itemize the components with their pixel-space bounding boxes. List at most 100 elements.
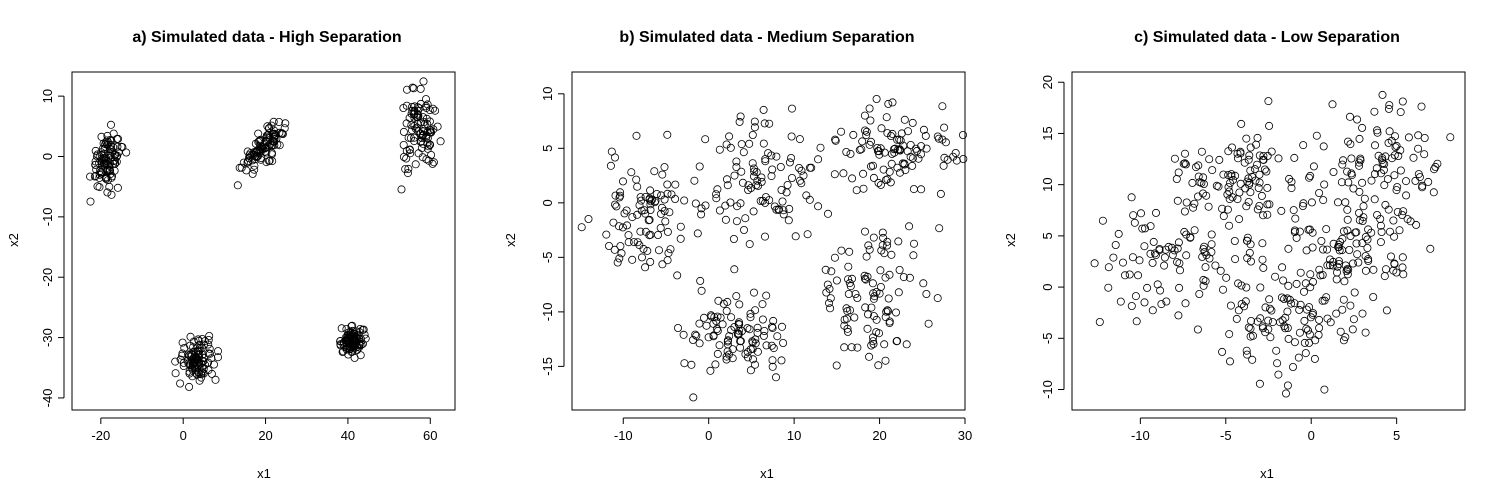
panel-b-y-label: x2: [503, 233, 518, 247]
data-point: [404, 133, 413, 142]
y-tick-label: 5: [540, 145, 555, 152]
data-point: [1190, 199, 1199, 208]
panel-a-title: a) Simulated data - High Separation: [132, 29, 401, 46]
y-tick-label: 20: [1040, 75, 1055, 89]
data-point: [852, 186, 861, 195]
data-point: [734, 329, 743, 338]
data-point: [1398, 263, 1407, 272]
data-point: [360, 330, 369, 339]
data-point: [776, 162, 785, 171]
data-point: [711, 360, 720, 369]
data-point: [782, 188, 791, 197]
data-point: [887, 250, 896, 259]
data-point: [416, 137, 425, 146]
data-point: [882, 175, 891, 184]
data-point: [892, 308, 901, 317]
data-point: [901, 166, 910, 175]
data-point: [1361, 252, 1370, 261]
data-point: [205, 331, 214, 340]
data-point: [1358, 123, 1367, 132]
data-point: [342, 345, 351, 354]
data-point: [1315, 323, 1324, 332]
data-point: [862, 252, 871, 261]
data-point: [1307, 198, 1316, 207]
data-point: [1312, 131, 1321, 140]
data-point: [749, 164, 758, 173]
data-point: [1315, 265, 1324, 274]
data-point: [862, 127, 871, 136]
data-point: [865, 352, 874, 361]
data-point: [865, 245, 874, 254]
data-point: [397, 185, 406, 194]
data-point: [345, 345, 354, 354]
data-point: [1259, 155, 1268, 164]
data-point: [830, 170, 839, 179]
data-point: [837, 127, 846, 136]
data-point: [348, 337, 357, 346]
panel-a: a) Simulated data - High Separation -20 0…: [6, 29, 456, 481]
data-point: [797, 166, 806, 175]
data-point: [924, 319, 933, 328]
data-point: [602, 230, 611, 239]
y-tick-label: 5: [1040, 232, 1055, 239]
data-point: [416, 99, 425, 108]
data-point: [881, 273, 890, 282]
data-point: [1284, 334, 1293, 343]
data-point: [406, 149, 415, 158]
data-point: [846, 282, 855, 291]
data-point: [1180, 159, 1189, 168]
data-point: [908, 118, 917, 127]
data-point: [702, 321, 711, 330]
data-point: [1295, 328, 1304, 337]
data-point: [1299, 199, 1308, 208]
data-point: [858, 137, 867, 146]
data-point: [1382, 306, 1391, 315]
data-point: [197, 367, 206, 376]
data-point: [721, 215, 730, 224]
data-point: [749, 355, 758, 364]
data-point: [723, 340, 732, 349]
data-point: [765, 119, 774, 128]
data-point: [751, 339, 760, 348]
data-point: [1245, 248, 1254, 257]
y-tick-label: 0: [540, 199, 555, 206]
data-point: [1343, 167, 1352, 176]
data-point: [615, 254, 624, 263]
data-point: [1386, 227, 1395, 236]
data-point: [1241, 297, 1250, 306]
data-point: [857, 145, 866, 154]
data-point: [1323, 245, 1332, 254]
data-point: [864, 310, 873, 319]
data-point: [1168, 250, 1177, 259]
data-point: [867, 341, 876, 350]
data-point: [1281, 313, 1290, 322]
data-point: [741, 350, 750, 359]
data-point: [795, 135, 804, 144]
data-point: [1315, 315, 1324, 324]
data-point: [874, 361, 883, 370]
data-point: [1268, 318, 1277, 327]
data-point: [658, 260, 667, 269]
data-point: [772, 373, 781, 382]
data-point: [646, 200, 655, 209]
data-point: [233, 181, 242, 190]
data-point: [277, 129, 286, 138]
data-point: [940, 123, 949, 132]
data-point: [1420, 150, 1429, 159]
data-point: [1301, 279, 1310, 288]
data-point: [171, 369, 180, 378]
data-point: [1157, 300, 1166, 309]
panel-c-x-label: x1: [1260, 466, 1274, 481]
data-point: [722, 140, 731, 149]
data-point: [1353, 250, 1362, 259]
data-point: [1201, 277, 1210, 286]
data-point: [1402, 191, 1411, 200]
data-point: [712, 316, 721, 325]
data-point: [722, 352, 731, 361]
data-point: [605, 241, 614, 250]
x-tick-label: 60: [423, 428, 437, 443]
data-point: [1289, 206, 1298, 215]
y-tick-label: -30: [40, 328, 55, 347]
data-point: [1200, 242, 1209, 251]
